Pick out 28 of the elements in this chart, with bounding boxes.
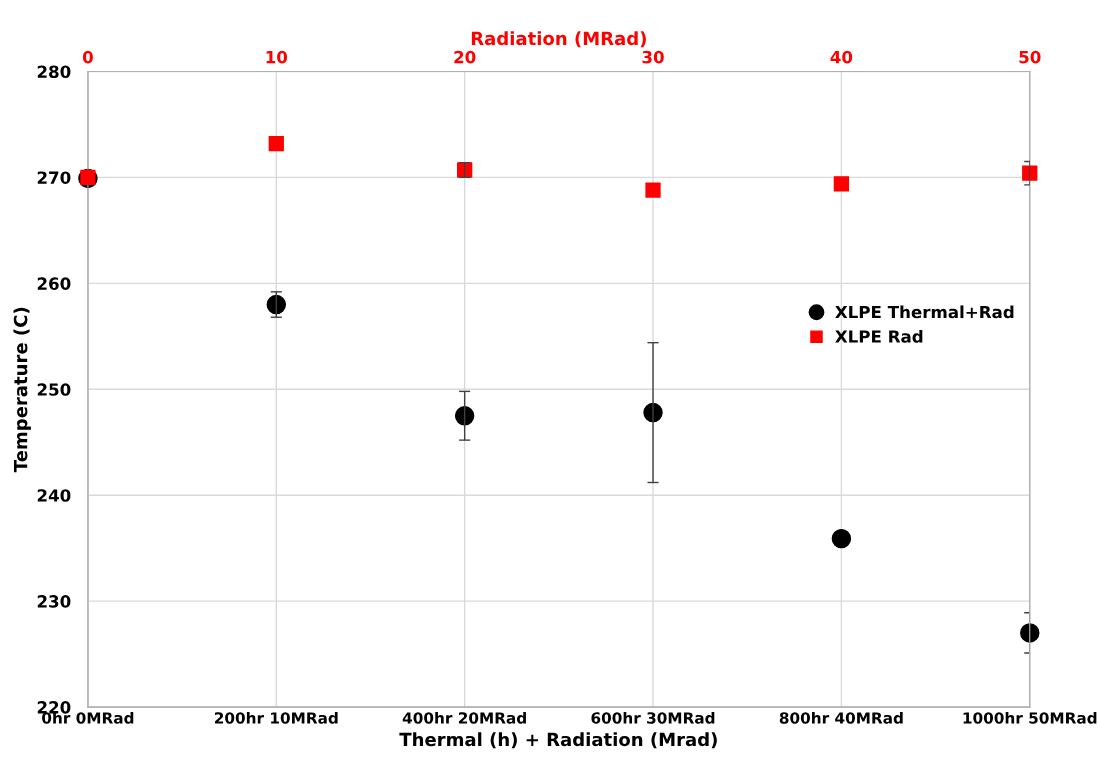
y-tick-label: 240 — [37, 489, 71, 502]
x-tick-label: 600hr 30MRad — [591, 711, 715, 724]
point — [1020, 623, 1040, 643]
point — [266, 294, 287, 315]
x2-tick-label: 20 — [454, 50, 476, 64]
y-tick-label: 250 — [37, 383, 71, 396]
x-tick-label: 0hr 0MRad — [42, 711, 134, 724]
point — [454, 406, 475, 426]
y-tick-label: 220 — [37, 701, 71, 714]
x2-tick-label: 30 — [642, 50, 664, 64]
x2-tick-label: 10 — [266, 50, 288, 64]
x2-tick-label: 50 — [1019, 50, 1041, 64]
legend-label: XLPE Thermal+Rad — [835, 305, 1014, 319]
legend-label: XLPE Rad — [835, 329, 923, 343]
x-tick-label: 200hr 10MRad — [214, 711, 338, 724]
y-tick-label: 230 — [37, 595, 71, 608]
point — [831, 528, 852, 549]
y-tick-label: 280 — [37, 65, 71, 79]
x2-tick-label: 40 — [830, 50, 853, 64]
x2-axis-title: Radiation (MRad) — [471, 31, 646, 48]
x-tick-label: 400hr 20MRad — [402, 711, 526, 724]
y-tick-label: 260 — [37, 277, 71, 290]
y-axis-title: Temperature (C) — [13, 307, 31, 473]
y-tick-label: 270 — [37, 171, 71, 184]
x2-tick-label: 0 — [82, 50, 93, 64]
x-tick-label: 1000hr 50MRad — [963, 711, 1097, 724]
x-axis-title: Thermal (h) + Radiation (Mrad) — [399, 732, 717, 749]
x-tick-label: 800hr 40MRad — [779, 711, 903, 724]
